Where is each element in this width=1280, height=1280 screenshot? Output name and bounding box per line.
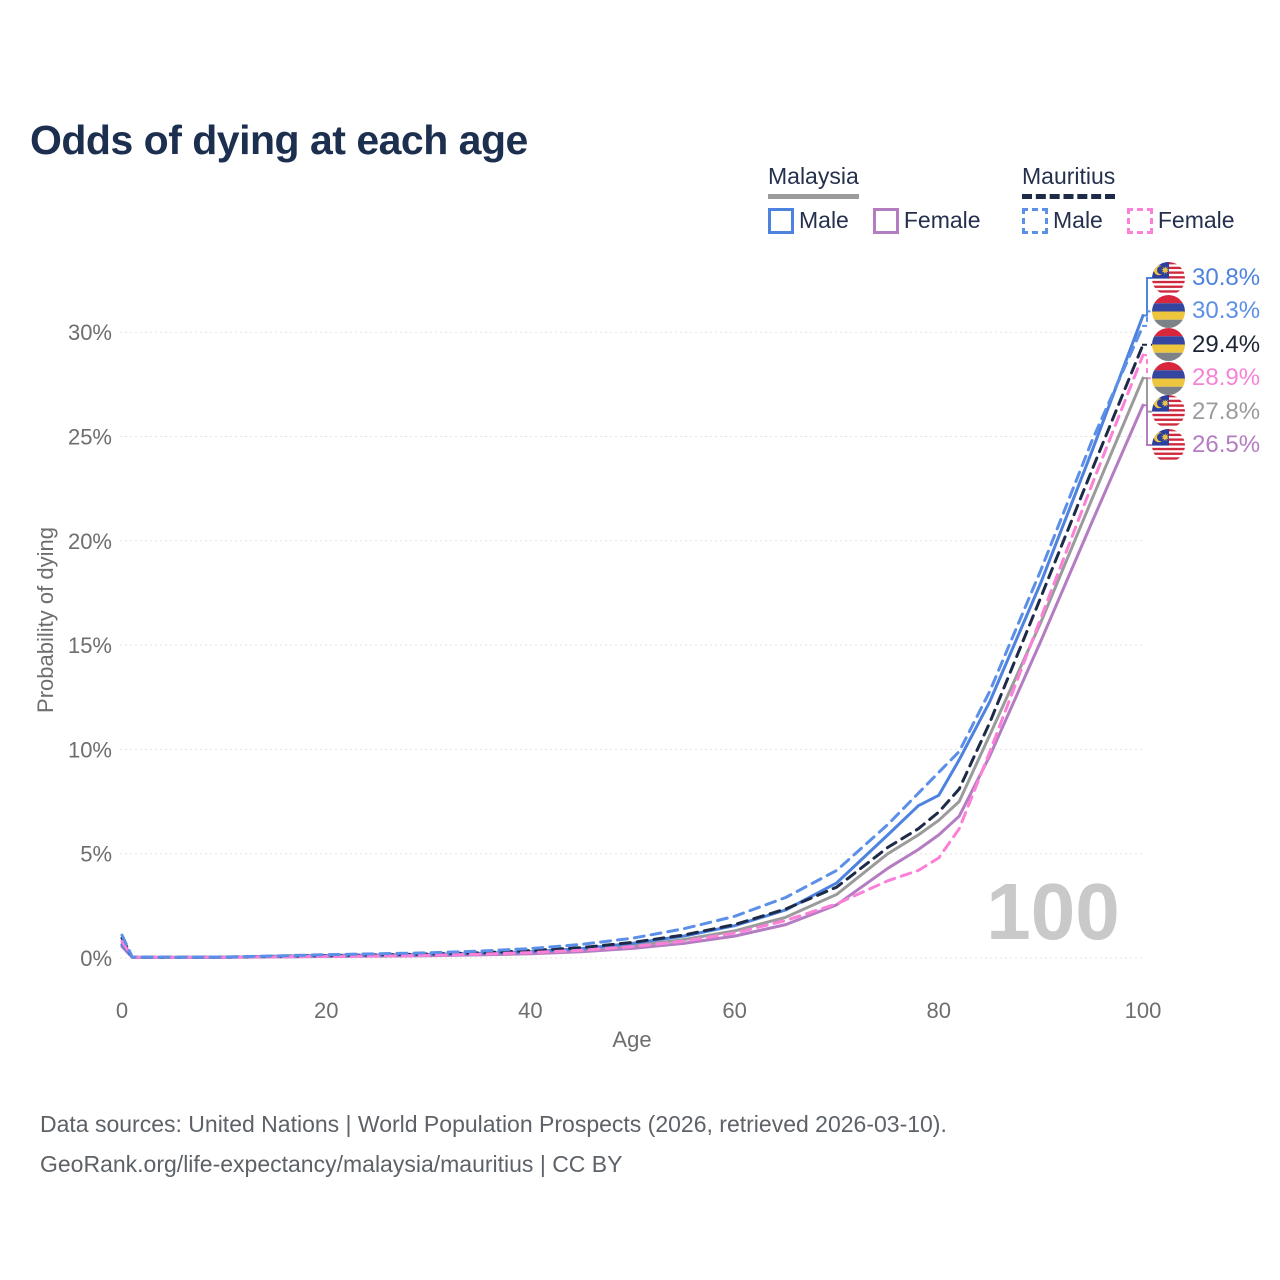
x-tick-label: 100 bbox=[1125, 998, 1162, 1023]
flag-malaysia-icon bbox=[1152, 261, 1185, 295]
footer: Data sources: United Nations | World Pop… bbox=[40, 1104, 947, 1184]
x-axis-title: Age bbox=[612, 1027, 652, 1052]
flag-mauritius-icon bbox=[1152, 361, 1185, 395]
y-tick-label: 20% bbox=[68, 529, 112, 554]
y-tick-label: 30% bbox=[68, 320, 112, 345]
end-label-leader-mauritius-male bbox=[1142, 310, 1152, 327]
footer-attribution-line: GeoRank.org/life-expectancy/malaysia/mau… bbox=[40, 1151, 623, 1177]
footer-source-line: Data sources: United Nations | World Pop… bbox=[40, 1111, 947, 1137]
end-label-value: 30.8% bbox=[1192, 264, 1261, 291]
legend-title-malaysia[interactable]: Malaysia bbox=[768, 163, 859, 199]
end-label-value: 28.9% bbox=[1192, 364, 1261, 392]
legend-group-mauritius: Mauritius Male Female bbox=[1022, 163, 1235, 234]
end-label-leader-mauritius-female bbox=[1142, 354, 1152, 380]
end-label-value: 30.3% bbox=[1192, 297, 1261, 325]
legend-swatch-mauritius-male bbox=[1022, 207, 1048, 234]
legend-label-malaysia-male: Male bbox=[799, 207, 849, 233]
legend-label-malaysia-female: Female bbox=[903, 207, 981, 233]
end-label-malaysia-both-sexes: 27.8% bbox=[1152, 395, 1260, 429]
legend-item-malaysia-male[interactable]: Male bbox=[768, 207, 849, 234]
end-label-mauritius-both-sexes: 29.4% bbox=[1152, 328, 1260, 362]
x-tick-label: 40 bbox=[518, 998, 542, 1023]
legend-swatch-mauritius-female bbox=[1126, 207, 1153, 234]
plot-area[interactable]: 0% 5% 10% 15% 20% 25% 30% 0 20 40 60 80 100 bbox=[0, 0, 1280, 1080]
y-tick-label: 25% bbox=[68, 425, 112, 450]
legend-title-mauritius[interactable]: Mauritius bbox=[1022, 163, 1116, 199]
end-label-leader-malaysia-both-sexes bbox=[1142, 377, 1152, 413]
legend-row-malaysia: Male Female bbox=[768, 207, 981, 234]
series-line-malaysia-male bbox=[120, 314, 1145, 959]
y-tick-label: 10% bbox=[68, 737, 112, 762]
chart-title: Odds of dying at each age bbox=[30, 117, 528, 164]
age-cursor-watermark: 100 bbox=[986, 867, 1120, 956]
legend-group-malaysia: Malaysia Male Female bbox=[768, 163, 981, 234]
legend-item-malaysia-female[interactable]: Female bbox=[872, 207, 981, 234]
flag-mauritius-icon bbox=[1152, 294, 1185, 328]
end-label-value: 27.8% bbox=[1192, 397, 1261, 425]
legend-swatch-malaysia-male bbox=[768, 207, 794, 234]
legend-label-mauritius-male: Male bbox=[1053, 207, 1103, 233]
series-line-mauritius-male bbox=[120, 324, 1145, 959]
flag-malaysia-icon bbox=[1152, 395, 1185, 429]
x-tick-label: 60 bbox=[722, 998, 746, 1023]
legend-item-mauritius-male[interactable]: Male bbox=[1022, 207, 1103, 234]
end-label-malaysia-female: 26.5% bbox=[1152, 428, 1260, 462]
end-label-value: 26.5% bbox=[1192, 431, 1261, 458]
end-label-mauritius-male: 30.3% bbox=[1152, 294, 1260, 328]
x-tick-label: 80 bbox=[927, 998, 951, 1023]
y-tick-label: 5% bbox=[80, 842, 112, 867]
end-label-mauritius-female: 28.9% bbox=[1152, 361, 1260, 395]
y-axis-title: Probability of dying bbox=[33, 527, 58, 713]
end-label-leader-malaysia-female bbox=[1142, 404, 1152, 446]
end-label-malaysia-male: 30.8% bbox=[1152, 261, 1260, 295]
end-label-leader-malaysia-male bbox=[1142, 277, 1152, 317]
y-tick-label: 15% bbox=[68, 633, 112, 658]
flag-malaysia-icon bbox=[1152, 428, 1185, 462]
legend-row-mauritius: Male Female bbox=[1022, 207, 1235, 234]
y-tick-label: 0% bbox=[80, 946, 112, 971]
x-tick-label: 0 bbox=[116, 998, 128, 1023]
legend-item-mauritius-female[interactable]: Female bbox=[1126, 207, 1235, 234]
flag-mauritius-icon bbox=[1152, 328, 1185, 362]
end-label-value: 29.4% bbox=[1192, 330, 1261, 358]
x-tick-label: 20 bbox=[314, 998, 338, 1023]
legend-label-mauritius-female: Female bbox=[1157, 207, 1235, 233]
legend-swatch-malaysia-female bbox=[872, 207, 899, 234]
